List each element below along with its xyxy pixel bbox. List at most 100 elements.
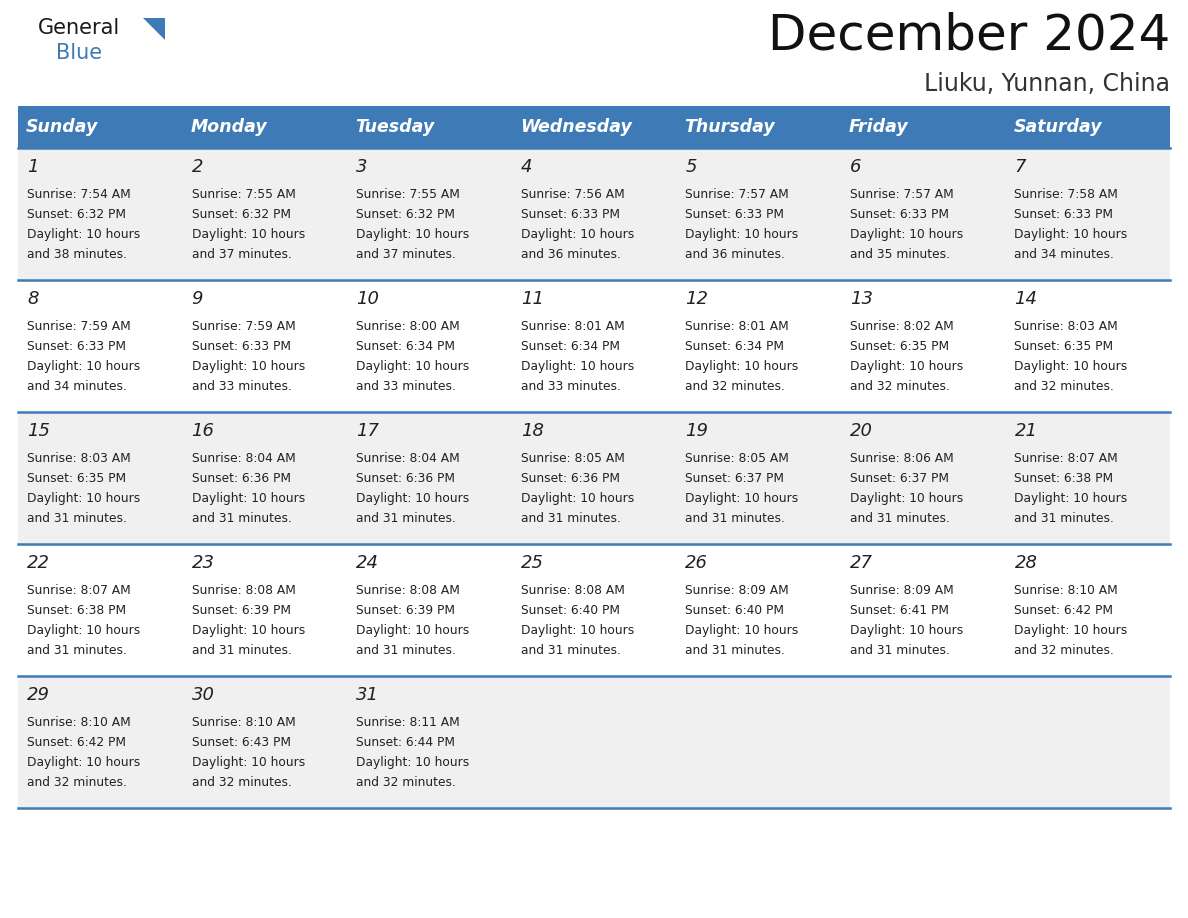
Text: 3: 3	[356, 158, 367, 176]
Text: Sunrise: 8:05 AM: Sunrise: 8:05 AM	[685, 452, 789, 465]
Text: Sunrise: 8:04 AM: Sunrise: 8:04 AM	[356, 452, 460, 465]
Text: and 31 minutes.: and 31 minutes.	[27, 644, 127, 657]
Text: Sunset: 6:35 PM: Sunset: 6:35 PM	[1015, 340, 1113, 353]
Text: and 32 minutes.: and 32 minutes.	[1015, 380, 1114, 393]
Text: 21: 21	[1015, 422, 1037, 440]
Text: 28: 28	[1015, 554, 1037, 572]
Text: Friday: Friday	[849, 118, 909, 136]
Text: Sunset: 6:36 PM: Sunset: 6:36 PM	[356, 472, 455, 485]
Text: and 33 minutes.: and 33 minutes.	[520, 380, 620, 393]
Text: 23: 23	[191, 554, 215, 572]
Text: Daylight: 10 hours: Daylight: 10 hours	[27, 360, 140, 373]
Text: Daylight: 10 hours: Daylight: 10 hours	[191, 624, 305, 637]
Text: Sunset: 6:34 PM: Sunset: 6:34 PM	[520, 340, 620, 353]
Bar	[18, 412, 1170, 544]
Text: Daylight: 10 hours: Daylight: 10 hours	[849, 492, 963, 505]
Text: Sunrise: 8:07 AM: Sunrise: 8:07 AM	[27, 584, 131, 597]
Bar	[512, 106, 676, 148]
Text: and 31 minutes.: and 31 minutes.	[191, 512, 291, 525]
Text: and 33 minutes.: and 33 minutes.	[191, 380, 291, 393]
Text: and 31 minutes.: and 31 minutes.	[27, 512, 127, 525]
Text: Daylight: 10 hours: Daylight: 10 hours	[356, 360, 469, 373]
Text: Sunset: 6:33 PM: Sunset: 6:33 PM	[685, 208, 784, 221]
Text: Daylight: 10 hours: Daylight: 10 hours	[520, 228, 634, 241]
Text: and 36 minutes.: and 36 minutes.	[520, 248, 620, 261]
Text: Sunrise: 7:58 AM: Sunrise: 7:58 AM	[1015, 188, 1118, 201]
Text: and 32 minutes.: and 32 minutes.	[685, 380, 785, 393]
Text: and 35 minutes.: and 35 minutes.	[849, 248, 950, 261]
Text: Sunrise: 8:11 AM: Sunrise: 8:11 AM	[356, 716, 460, 729]
Text: Sunrise: 8:09 AM: Sunrise: 8:09 AM	[685, 584, 789, 597]
Text: 19: 19	[685, 422, 708, 440]
Text: and 37 minutes.: and 37 minutes.	[356, 248, 456, 261]
Text: Sunrise: 8:01 AM: Sunrise: 8:01 AM	[685, 320, 789, 333]
Text: Sunrise: 7:55 AM: Sunrise: 7:55 AM	[356, 188, 460, 201]
Text: and 38 minutes.: and 38 minutes.	[27, 248, 127, 261]
Text: 9: 9	[191, 290, 203, 308]
Text: Sunset: 6:39 PM: Sunset: 6:39 PM	[191, 604, 291, 617]
Text: Sunrise: 8:08 AM: Sunrise: 8:08 AM	[191, 584, 296, 597]
Bar	[841, 106, 1005, 148]
Text: Daylight: 10 hours: Daylight: 10 hours	[685, 360, 798, 373]
Bar	[18, 544, 1170, 676]
Text: Sunrise: 8:09 AM: Sunrise: 8:09 AM	[849, 584, 954, 597]
Text: Sunrise: 8:02 AM: Sunrise: 8:02 AM	[849, 320, 954, 333]
Text: Sunday: Sunday	[26, 118, 99, 136]
Text: 16: 16	[191, 422, 215, 440]
Text: 31: 31	[356, 686, 379, 704]
Text: and 32 minutes.: and 32 minutes.	[356, 776, 456, 789]
Text: 2: 2	[191, 158, 203, 176]
Text: Sunrise: 8:03 AM: Sunrise: 8:03 AM	[1015, 320, 1118, 333]
Text: Sunrise: 7:57 AM: Sunrise: 7:57 AM	[849, 188, 954, 201]
Text: Tuesday: Tuesday	[355, 118, 435, 136]
Bar	[18, 280, 1170, 412]
Text: Daylight: 10 hours: Daylight: 10 hours	[27, 492, 140, 505]
Text: 22: 22	[27, 554, 50, 572]
Text: Sunset: 6:43 PM: Sunset: 6:43 PM	[191, 736, 291, 749]
Text: Daylight: 10 hours: Daylight: 10 hours	[356, 624, 469, 637]
Text: Blue: Blue	[56, 43, 102, 63]
Text: Saturday: Saturday	[1013, 118, 1102, 136]
Text: Daylight: 10 hours: Daylight: 10 hours	[1015, 228, 1127, 241]
Text: Daylight: 10 hours: Daylight: 10 hours	[1015, 492, 1127, 505]
Text: Daylight: 10 hours: Daylight: 10 hours	[520, 624, 634, 637]
Text: 13: 13	[849, 290, 873, 308]
Text: and 31 minutes.: and 31 minutes.	[520, 512, 620, 525]
Text: Daylight: 10 hours: Daylight: 10 hours	[27, 624, 140, 637]
Text: Sunset: 6:33 PM: Sunset: 6:33 PM	[520, 208, 620, 221]
Text: 4: 4	[520, 158, 532, 176]
Text: 24: 24	[356, 554, 379, 572]
Text: and 34 minutes.: and 34 minutes.	[1015, 248, 1114, 261]
Text: Sunset: 6:35 PM: Sunset: 6:35 PM	[27, 472, 126, 485]
Text: and 34 minutes.: and 34 minutes.	[27, 380, 127, 393]
Text: Daylight: 10 hours: Daylight: 10 hours	[685, 228, 798, 241]
Text: Daylight: 10 hours: Daylight: 10 hours	[27, 228, 140, 241]
Text: Sunrise: 7:59 AM: Sunrise: 7:59 AM	[27, 320, 131, 333]
Text: and 31 minutes.: and 31 minutes.	[685, 512, 785, 525]
Text: and 31 minutes.: and 31 minutes.	[1015, 512, 1114, 525]
Text: 5: 5	[685, 158, 697, 176]
Text: 7: 7	[1015, 158, 1026, 176]
Text: Sunset: 6:42 PM: Sunset: 6:42 PM	[27, 736, 126, 749]
Text: Daylight: 10 hours: Daylight: 10 hours	[685, 492, 798, 505]
Text: 6: 6	[849, 158, 861, 176]
Text: Sunset: 6:34 PM: Sunset: 6:34 PM	[356, 340, 455, 353]
Bar	[18, 106, 183, 148]
Text: and 31 minutes.: and 31 minutes.	[191, 644, 291, 657]
Text: Sunset: 6:36 PM: Sunset: 6:36 PM	[191, 472, 291, 485]
Text: 25: 25	[520, 554, 544, 572]
Text: Daylight: 10 hours: Daylight: 10 hours	[27, 756, 140, 769]
Text: Wednesday: Wednesday	[519, 118, 632, 136]
Text: 27: 27	[849, 554, 873, 572]
Text: Sunset: 6:37 PM: Sunset: 6:37 PM	[849, 472, 949, 485]
Text: and 32 minutes.: and 32 minutes.	[27, 776, 127, 789]
Text: Sunrise: 8:08 AM: Sunrise: 8:08 AM	[356, 584, 460, 597]
Text: 20: 20	[849, 422, 873, 440]
Text: 18: 18	[520, 422, 544, 440]
Text: Sunset: 6:38 PM: Sunset: 6:38 PM	[1015, 472, 1113, 485]
Text: Daylight: 10 hours: Daylight: 10 hours	[191, 756, 305, 769]
Text: Sunrise: 7:55 AM: Sunrise: 7:55 AM	[191, 188, 296, 201]
Text: December 2024: December 2024	[767, 12, 1170, 60]
Text: and 32 minutes.: and 32 minutes.	[191, 776, 291, 789]
Text: Sunset: 6:40 PM: Sunset: 6:40 PM	[520, 604, 620, 617]
